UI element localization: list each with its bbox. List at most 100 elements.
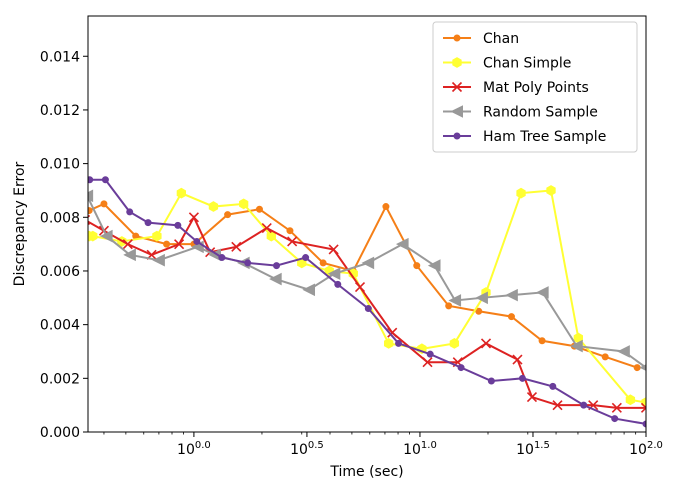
y-tick-label: 0.012 [40, 103, 80, 119]
data-point [319, 259, 327, 267]
plot-frame [87, 15, 647, 433]
legend-item: Mat Poly Points [443, 80, 589, 96]
data-point [68, 201, 74, 207]
x-tick-label: 101.5 [516, 440, 550, 458]
data-point [152, 253, 165, 267]
data-point [100, 200, 108, 208]
data-point [549, 382, 557, 390]
legend-item: Random Sample [443, 105, 598, 121]
data-point [448, 294, 462, 307]
data-point [334, 280, 342, 288]
data-point [384, 338, 394, 349]
y-tick-label: 0.002 [40, 371, 80, 387]
data-point [526, 392, 538, 403]
data-point [218, 254, 226, 262]
data-point [261, 222, 272, 234]
data-point [611, 402, 622, 413]
y-axis: 0.000 0.002 0.004 0.006 0.008 0.010 0.012 0.014 [40, 49, 88, 441]
data-point [546, 185, 556, 196]
legend-label: Ham Tree Sample [483, 129, 606, 145]
data-point [144, 219, 152, 227]
data-point [449, 338, 460, 349]
x-tick-label: 102.0 [629, 440, 663, 458]
x-tick-label: 101.0 [403, 440, 437, 458]
data-point [269, 272, 282, 286]
data-point [364, 305, 372, 313]
data-point [176, 187, 187, 199]
legend-item: Chan [443, 31, 519, 47]
data-point [445, 302, 453, 310]
data-point [617, 345, 630, 358]
data-point [507, 313, 515, 321]
x-tick-label-base: 10 [629, 442, 647, 458]
y-tick-label: 0.006 [40, 264, 80, 280]
data-point [88, 189, 94, 203]
data-point [536, 286, 549, 299]
x-tick-label-exponent: 1.0 [421, 440, 437, 451]
data-point [361, 256, 375, 270]
x-tick-label-exponent: 1.5 [534, 440, 550, 451]
data-point [487, 377, 495, 385]
x-tick-label-base: 10 [516, 442, 534, 458]
legend-marker [450, 105, 463, 118]
legend-label: Random Sample [483, 105, 598, 121]
data-point [475, 307, 483, 315]
data-point [382, 203, 390, 211]
data-point [174, 221, 182, 229]
data-point [395, 237, 409, 251]
data-point [163, 240, 171, 248]
data-point [475, 291, 488, 305]
data-point [516, 187, 526, 199]
legend-marker [453, 34, 461, 42]
x-tick-label-base: 10 [403, 442, 421, 458]
data-point [273, 262, 281, 270]
x-axis: 100.0 100.5 101.0 101.5 102.0 [103, 432, 663, 458]
series-ham-tree-sample [88, 176, 646, 428]
data-point [286, 227, 294, 235]
data-point [633, 364, 641, 372]
legend-label: Chan [483, 31, 519, 47]
x-tick-label: 100.0 [177, 440, 211, 458]
data-point [302, 254, 310, 262]
data-point [327, 267, 341, 280]
data-point [188, 212, 199, 223]
data-point [518, 374, 526, 382]
data-point [239, 198, 249, 210]
data-point [580, 401, 588, 409]
data-point [231, 241, 242, 252]
data-point [255, 205, 263, 213]
data-point [174, 239, 185, 250]
data-point [387, 327, 398, 338]
data-point [512, 354, 523, 365]
x-tick-label: 100.5 [290, 440, 324, 458]
series-chan [68, 200, 641, 372]
x-tick-label-base: 10 [290, 442, 308, 458]
x-tick-label-exponent: 2.0 [647, 440, 663, 451]
data-point [413, 262, 421, 270]
data-point [552, 400, 563, 411]
data-point [224, 211, 232, 219]
data-point [601, 353, 609, 361]
y-axis-title: Discrepancy Error [12, 161, 28, 286]
series-mat-poly-points [88, 212, 646, 413]
data-point [640, 402, 646, 413]
data-point [328, 244, 339, 255]
data-point [244, 259, 252, 267]
x-tick-label-exponent: 0.5 [308, 440, 324, 451]
data-point [99, 229, 113, 243]
legend-marker [452, 57, 462, 68]
data-point [88, 176, 94, 184]
legend-label: Mat Poly Points [483, 80, 589, 96]
y-tick-label: 0.008 [40, 210, 80, 226]
data-point [193, 237, 201, 245]
series-layer [68, 176, 646, 428]
data-point [505, 288, 518, 302]
data-point [625, 394, 636, 406]
data-point [123, 248, 136, 262]
data-point [88, 230, 98, 242]
data-point [122, 239, 133, 250]
data-point [427, 259, 441, 272]
y-tick-label: 0.014 [40, 49, 80, 65]
